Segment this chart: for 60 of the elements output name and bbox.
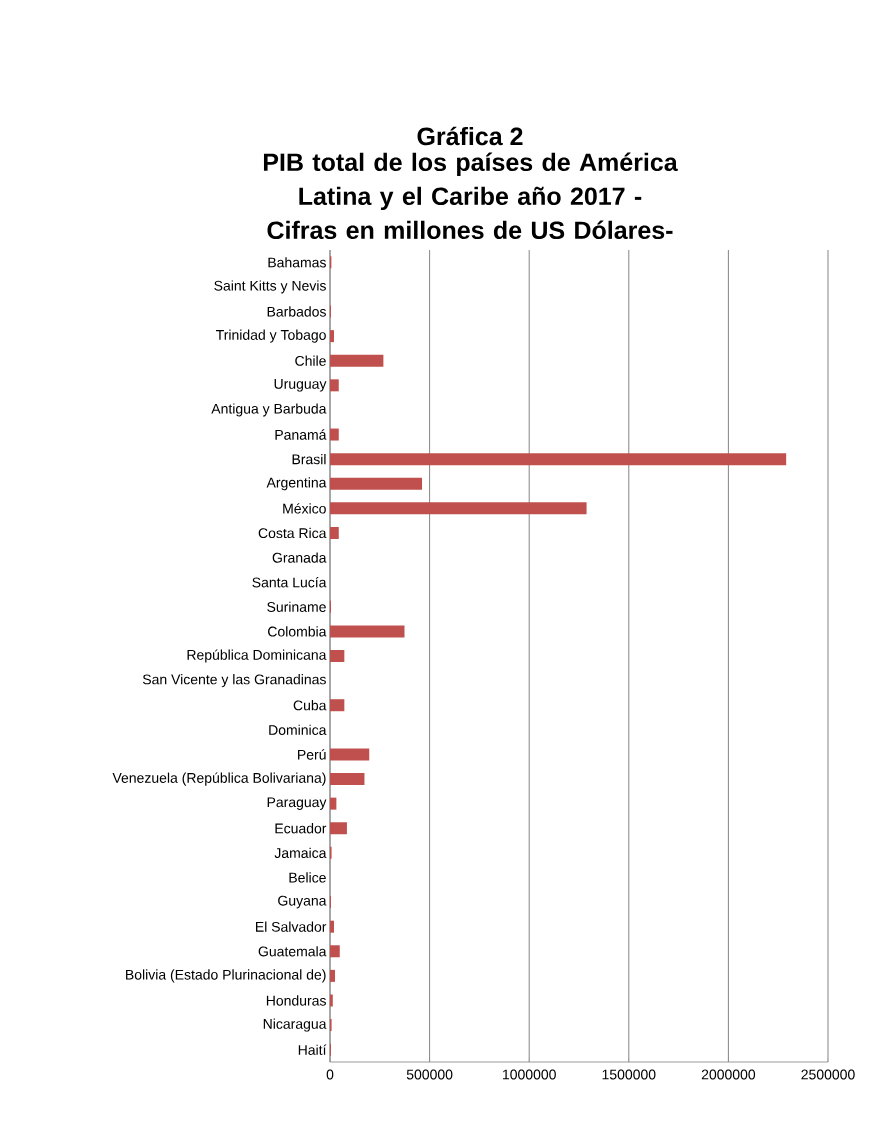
bar [330, 945, 340, 958]
bar [330, 330, 334, 343]
chart-title: Gráfica 2 [417, 126, 523, 146]
y-tick-label: Cuba [293, 700, 327, 711]
y-tick-label: Haití [298, 1044, 327, 1055]
y-tick-label: Nicaragua [263, 1018, 327, 1032]
y-tick-label: Guyana [278, 895, 327, 909]
bar [330, 969, 335, 982]
bar [330, 650, 345, 663]
y-tick-label: Antigua y Barbuda [211, 403, 327, 417]
y-tick-label: Barbados [267, 306, 326, 317]
y-tick-label: Trinidad y Tobago [216, 329, 326, 343]
y-tick-label: Panamá [275, 429, 327, 440]
y-tick-label: Santa Lucía [252, 576, 327, 588]
y-tick-label: México [283, 503, 326, 514]
y-tick-label: Ecuador [275, 823, 327, 834]
bar [330, 822, 347, 835]
y-tick-label: Costa Rica [258, 527, 327, 539]
y-tick-label: Jamaica [274, 847, 327, 858]
y-tick-label: Uruguay [274, 379, 327, 392]
y-tick-label: Perú [298, 749, 326, 760]
bar [330, 502, 587, 515]
y-tick-label: Bahamas [268, 257, 326, 268]
y-tick-label: Venezuela (República Bolivariana) [112, 772, 326, 786]
x-tick-label: 2000000 [701, 1069, 756, 1080]
x-tick-label: 1500000 [602, 1069, 656, 1080]
y-tick-label: Bolivia (Estado Plurinacional de) [126, 969, 326, 983]
y-tick-label: Dominica [269, 724, 327, 735]
y-tick-label: República Dominicana [187, 649, 327, 663]
bar [330, 379, 339, 392]
bar [330, 773, 365, 786]
y-tick-label: Colombia [268, 626, 327, 637]
y-tick-label: San Vicente y las Granadinas [142, 674, 326, 688]
bar [330, 699, 345, 712]
y-tick-label: Paraguay [267, 797, 327, 810]
y-tick-label: Belice [289, 872, 326, 883]
bar [330, 797, 337, 810]
y-tick-label: Granada [272, 552, 327, 563]
bar [330, 477, 423, 490]
bar [330, 625, 405, 638]
bar [330, 526, 339, 539]
chart-subtitle: PIB total de los países de América Latina y el Caribe año 2017 -Cifras en millones de US Dólares- [263, 152, 678, 240]
bar [330, 994, 333, 1007]
bar [330, 428, 339, 441]
y-tick-label: Chile [295, 355, 326, 366]
bar [330, 453, 787, 466]
y-tick-label: Brasil [292, 454, 326, 465]
x-tick-label: 1000000 [503, 1069, 556, 1080]
y-tick-label: Suriname [267, 601, 326, 612]
x-tick-label: 500000 [406, 1069, 453, 1080]
y-tick-label: Argentina [266, 477, 327, 491]
x-tick-label: 2500000 [801, 1069, 855, 1080]
bar [330, 748, 370, 761]
bar [330, 354, 384, 367]
y-tick-label: Guatemala [258, 946, 327, 957]
x-tick-label: 0 [326, 1069, 334, 1080]
y-tick-label: Honduras [266, 995, 326, 1006]
y-tick-label: El Salvador [256, 921, 327, 932]
bar [330, 920, 334, 933]
y-tick-label: Saint Kitts y Nevis [214, 280, 326, 294]
